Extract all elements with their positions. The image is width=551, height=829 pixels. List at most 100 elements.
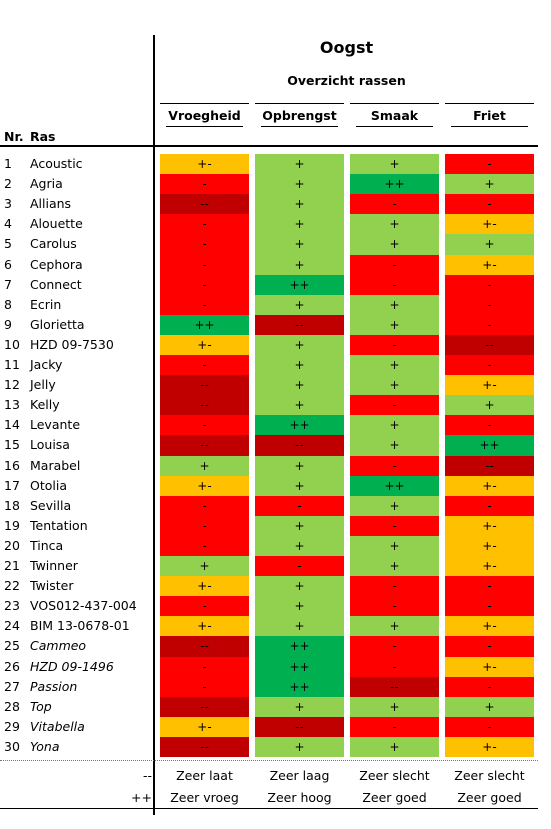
rating-cell-opbrengst: ++ — [255, 274, 344, 296]
rating-cell-opbrengst: ++ — [255, 656, 344, 678]
row-number: 4 — [4, 216, 12, 232]
legend-label: Zeer slecht — [359, 768, 430, 783]
rating-cell-friet: - — [445, 314, 534, 336]
header-underline — [261, 126, 338, 127]
variety-name: Tinca — [30, 537, 64, 553]
rating-cell-vroegheid: - — [160, 515, 249, 537]
rating-cell-vroegheid: +- — [160, 334, 249, 356]
rating-cell-vroegheid: - — [160, 174, 249, 195]
row-number: 15 — [4, 437, 20, 453]
rating-cell-smaak: + — [350, 355, 439, 376]
row-number: 17 — [4, 477, 20, 493]
variety-name: Glorietta — [30, 316, 85, 332]
rating-cell-opbrengst: ++ — [255, 636, 344, 657]
rating-cell-opbrengst: -- — [255, 314, 344, 336]
rating-cell-vroegheid: - — [160, 254, 249, 276]
row-number: 29 — [4, 718, 20, 734]
column-header-vroegheid: Vroegheid — [168, 108, 241, 123]
variety-name: Agria — [30, 176, 63, 192]
rating-cell-friet: +- — [445, 616, 534, 637]
rating-cell-opbrengst: + — [255, 294, 344, 316]
rating-cell-vroegheid: +- — [160, 616, 249, 637]
rating-cell-opbrengst: + — [255, 214, 344, 235]
vertical-divider — [153, 35, 155, 815]
header-underline — [356, 126, 433, 127]
rating-cell-opbrengst: + — [255, 736, 344, 758]
rating-cell-friet: - — [445, 415, 534, 436]
variety-name: Louisa — [30, 437, 70, 453]
rating-cell-smaak: - — [350, 576, 439, 597]
variety-name: Top — [30, 698, 52, 714]
rating-cell-vroegheid: - — [160, 656, 249, 678]
rating-cell-vroegheid: -- — [160, 435, 249, 456]
rating-cell-vroegheid: -- — [160, 375, 249, 396]
rating-cell-vroegheid: +- — [160, 716, 249, 738]
header-line-top — [350, 103, 439, 104]
rating-cell-smaak: ++ — [350, 475, 439, 497]
variety-name: Acoustic — [30, 156, 83, 171]
rating-cell-friet: +- — [445, 214, 534, 235]
row-number: 13 — [4, 397, 20, 413]
variety-name: HZD 09-1496 — [30, 658, 114, 674]
rating-cell-friet: - — [445, 676, 534, 698]
row-number: 22 — [4, 578, 20, 594]
rating-cell-smaak: + — [350, 415, 439, 436]
variety-name: Alouette — [30, 216, 83, 232]
rating-cell-vroegheid: -- — [160, 696, 249, 718]
row-number: 19 — [4, 517, 20, 533]
rating-cell-smaak: - — [350, 194, 439, 215]
rating-cell-opbrengst: + — [255, 334, 344, 356]
rating-cell-opbrengst: + — [255, 234, 344, 255]
rating-cell-friet: + — [445, 234, 534, 255]
legend-label: Zeer hoog — [267, 790, 332, 805]
variety-name: HZD 09-7530 — [30, 336, 114, 352]
variety-name: Passion — [30, 678, 78, 694]
row-number: 18 — [4, 497, 20, 513]
bottom-divider — [0, 808, 538, 809]
rating-cell-smaak: -- — [350, 676, 439, 698]
rating-cell-smaak: + — [350, 616, 439, 637]
rating-cell-friet: - — [445, 495, 534, 517]
rating-cell-smaak: - — [350, 334, 439, 356]
rating-cell-opbrengst: - — [255, 556, 344, 577]
rating-cell-friet: -- — [445, 455, 534, 477]
rating-cell-vroegheid: - — [160, 535, 249, 557]
page-subtitle: Overzicht rassen — [287, 73, 406, 88]
variety-name: Cammeo — [30, 638, 87, 654]
column-header-opbrengst: Opbrengst — [262, 108, 337, 123]
legend-label: Zeer laag — [269, 768, 330, 783]
variety-name: Ecrin — [30, 296, 62, 312]
rating-cell-friet: + — [445, 174, 534, 195]
rating-cell-friet: -- — [445, 334, 534, 356]
row-number: 24 — [4, 618, 20, 634]
variety-name: Cephora — [30, 256, 83, 272]
row-number: 2 — [4, 176, 12, 192]
rating-cell-friet: - — [445, 294, 534, 316]
header-underline — [451, 126, 528, 127]
legend-label: Zeer slecht — [454, 768, 525, 783]
rating-cell-friet: - — [445, 636, 534, 657]
rating-cell-opbrengst: + — [255, 254, 344, 276]
rating-cell-friet: +- — [445, 475, 534, 497]
header-line-top — [160, 103, 249, 104]
rating-cell-smaak: + — [350, 314, 439, 336]
rating-cell-smaak: - — [350, 274, 439, 296]
variety-name: Jelly — [30, 377, 56, 393]
rating-cell-opbrengst: + — [255, 395, 344, 416]
legend-divider — [0, 760, 538, 761]
rating-cell-friet: + — [445, 395, 534, 416]
rating-cell-vroegheid: +- — [160, 576, 249, 597]
header-nr: Nr. — [4, 129, 24, 144]
rating-cell-opbrengst: + — [255, 596, 344, 617]
variety-name: Carolus — [30, 236, 77, 252]
row-number: 12 — [4, 377, 20, 393]
column-header-smaak: Smaak — [370, 108, 419, 123]
rating-cell-vroegheid: -- — [160, 194, 249, 215]
rating-cell-friet: +- — [445, 736, 534, 758]
rating-cell-opbrengst: + — [255, 154, 344, 175]
rating-cell-opbrengst: + — [255, 455, 344, 477]
rating-cell-friet: - — [445, 274, 534, 296]
variety-name: Vitabella — [30, 718, 85, 734]
rating-cell-opbrengst: + — [255, 616, 344, 637]
rating-cell-friet: - — [445, 154, 534, 175]
